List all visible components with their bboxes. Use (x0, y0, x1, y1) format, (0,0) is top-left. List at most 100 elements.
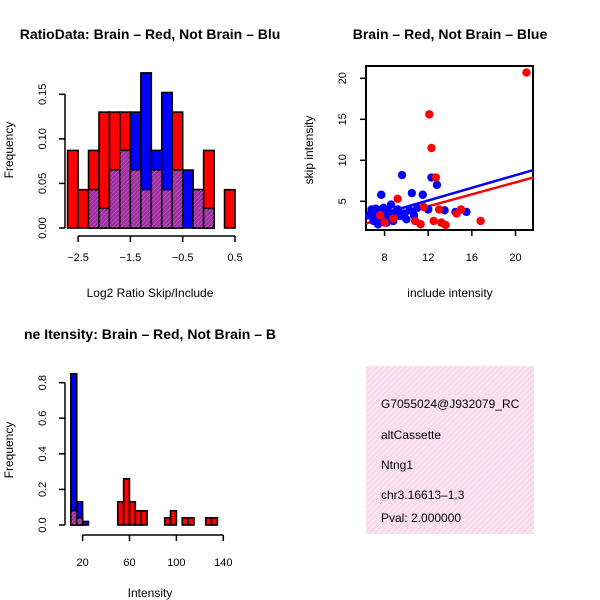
hist-bar-brain (210, 517, 219, 526)
ratio-axes: −2.5 −1.5 −0.5 0.5 0.00 0.05 0.10 0.15 (37, 84, 243, 264)
hist-bar-brain (163, 517, 172, 526)
hist-bar-brain (128, 501, 137, 526)
ratio-x-axis-label: Log2 Ratio Skip/Include (87, 286, 214, 300)
hist-bar-overlap-hatch (193, 189, 204, 228)
hist-bar-overlap-hatch (119, 150, 131, 228)
hist-bar-overlap-hatch (140, 189, 152, 228)
hist-bar-brain (223, 188, 236, 229)
hist-bar-brain (66, 149, 79, 229)
intensity-y-axis-label: Frequency (2, 422, 16, 479)
x-tick-label: −0.5 (172, 252, 194, 264)
scatter-x-axis-label: include intensity (407, 286, 492, 300)
x-tick-label: 60 (123, 557, 135, 569)
ratio-histogram-panel: RatioData: Brain – Red, Not Brain – Blu … (2, 26, 280, 300)
hist-bar-not-brain (70, 372, 78, 526)
scatter-point-brain (375, 211, 385, 220)
intensity-axes: 20 60 100 140 0.0 0.2 0.4 0.6 0.8 (37, 375, 232, 569)
scatter-point-brain (425, 110, 434, 119)
intensity-chart-title: ne Itensity: Brain – Red, Not Brain – B (24, 326, 276, 342)
y-tick-label: 0.00 (37, 217, 49, 238)
scatter-panel: Brain – Red, Not Brain – Blue 8 12 16 20 5 10… (302, 26, 547, 300)
scatter-point-brain (456, 205, 466, 214)
hist-bar-overlap-hatch (76, 517, 83, 525)
y-tick-label: 15 (337, 113, 349, 125)
y-tick-label: 0.2 (37, 482, 49, 497)
event-type-text: altCassette (381, 428, 441, 442)
scatter-point-brain (522, 68, 531, 77)
scatter-point-brain (429, 216, 438, 226)
hist-bar-overlap-hatch (130, 170, 141, 228)
scatter-point-brain (431, 173, 441, 182)
hist-bar-brain (140, 509, 148, 526)
y-tick-label: 20 (337, 72, 349, 84)
hist-bar-overlap-hatch (172, 170, 183, 228)
hist-bar-brain (116, 501, 125, 526)
x-tick-label: 100 (167, 557, 185, 569)
info-panel: G7055024@J932079_RC altCassette Ntng1 ch… (366, 366, 534, 534)
hist-bar-overlap-hatch (88, 189, 99, 228)
scatter-point-brain (427, 143, 436, 153)
hist-bar-overlap-hatch (70, 510, 77, 525)
scatter-points (365, 68, 531, 230)
scatter-point-not-brain (418, 190, 427, 199)
scatter-chart-title: Brain – Red, Not Brain – Blue (353, 26, 548, 42)
scatter-point-brain (476, 216, 485, 226)
gene-name-text: Ntng1 (381, 458, 413, 472)
x-tick-label: 20 (76, 557, 88, 569)
y-tick-label: 0.6 (37, 411, 49, 426)
y-tick-label: 10 (337, 154, 349, 166)
hist-bar-brain (122, 477, 131, 526)
x-tick-label: 8 (381, 252, 387, 264)
hist-bar-brain (181, 517, 189, 526)
scatter-point-brain (441, 220, 450, 230)
scatter-point-not-brain (393, 205, 402, 214)
scatter-point-not-brain (407, 188, 417, 198)
info-panel-hatching (366, 366, 534, 534)
x-tick-label: 16 (466, 252, 478, 264)
hist-bar-not-brain (181, 169, 194, 229)
y-tick-label: 0.05 (37, 173, 49, 194)
y-tick-label: 0.8 (37, 375, 49, 390)
x-tick-label: 12 (422, 252, 434, 264)
scatter-point-brain (389, 214, 398, 223)
event-id-text: G7055024@J932079_RC (381, 397, 520, 411)
scatter-point-not-brain (432, 180, 442, 190)
x-tick-label: 20 (509, 252, 521, 264)
intensity-bars (70, 372, 219, 526)
scatter-y-axis-label: skip intensity (302, 116, 316, 185)
hist-bar-brain (204, 517, 213, 526)
y-tick-label: 0.10 (37, 128, 49, 149)
scatter-point-brain (434, 205, 444, 214)
scatter-point-not-brain (402, 215, 411, 224)
x-tick-label: −2.5 (67, 252, 89, 264)
scatter-point-brain (419, 202, 429, 212)
x-tick-label: −1.5 (120, 252, 142, 264)
hist-bar-brain (77, 188, 90, 229)
scatter-point-brain (416, 220, 425, 229)
hist-bar-overlap-hatch (203, 208, 215, 228)
location-text: chr3.16613–1.3 (381, 488, 465, 502)
scatter-point-brain (393, 194, 402, 204)
scatter-plot-frame (365, 65, 534, 231)
hist-bar-brain (187, 517, 195, 526)
y-tick-label: 0.15 (37, 84, 49, 105)
hist-bar-overlap-hatch (161, 189, 173, 228)
scatter-point-brain (380, 218, 389, 227)
intensity-x-axis-label: Intensity (128, 586, 173, 600)
scatter-axes: 8 12 16 20 5 10 15 20 (337, 72, 522, 264)
hist-bar-brain (169, 509, 178, 526)
scatter-point-not-brain (377, 190, 386, 199)
ratio-chart-title: RatioData: Brain – Red, Not Brain – Blu (20, 26, 281, 42)
ratio-y-axis-label: Frequency (2, 122, 16, 179)
pval-text: Pval: 2.000000 (381, 511, 461, 525)
hist-bar-brain (134, 509, 143, 526)
x-tick-label: 0.5 (227, 252, 242, 264)
ratio-bars (66, 72, 236, 229)
hist-bar-overlap-hatch (109, 170, 120, 228)
scatter-point-not-brain (413, 203, 422, 213)
intensity-histogram-panel: ne Itensity: Brain – Red, Not Brain – B … (2, 326, 276, 600)
y-tick-label: 0.0 (37, 517, 49, 532)
scatter-point-not-brain (397, 170, 407, 180)
hist-bar-not-brain (81, 520, 90, 526)
